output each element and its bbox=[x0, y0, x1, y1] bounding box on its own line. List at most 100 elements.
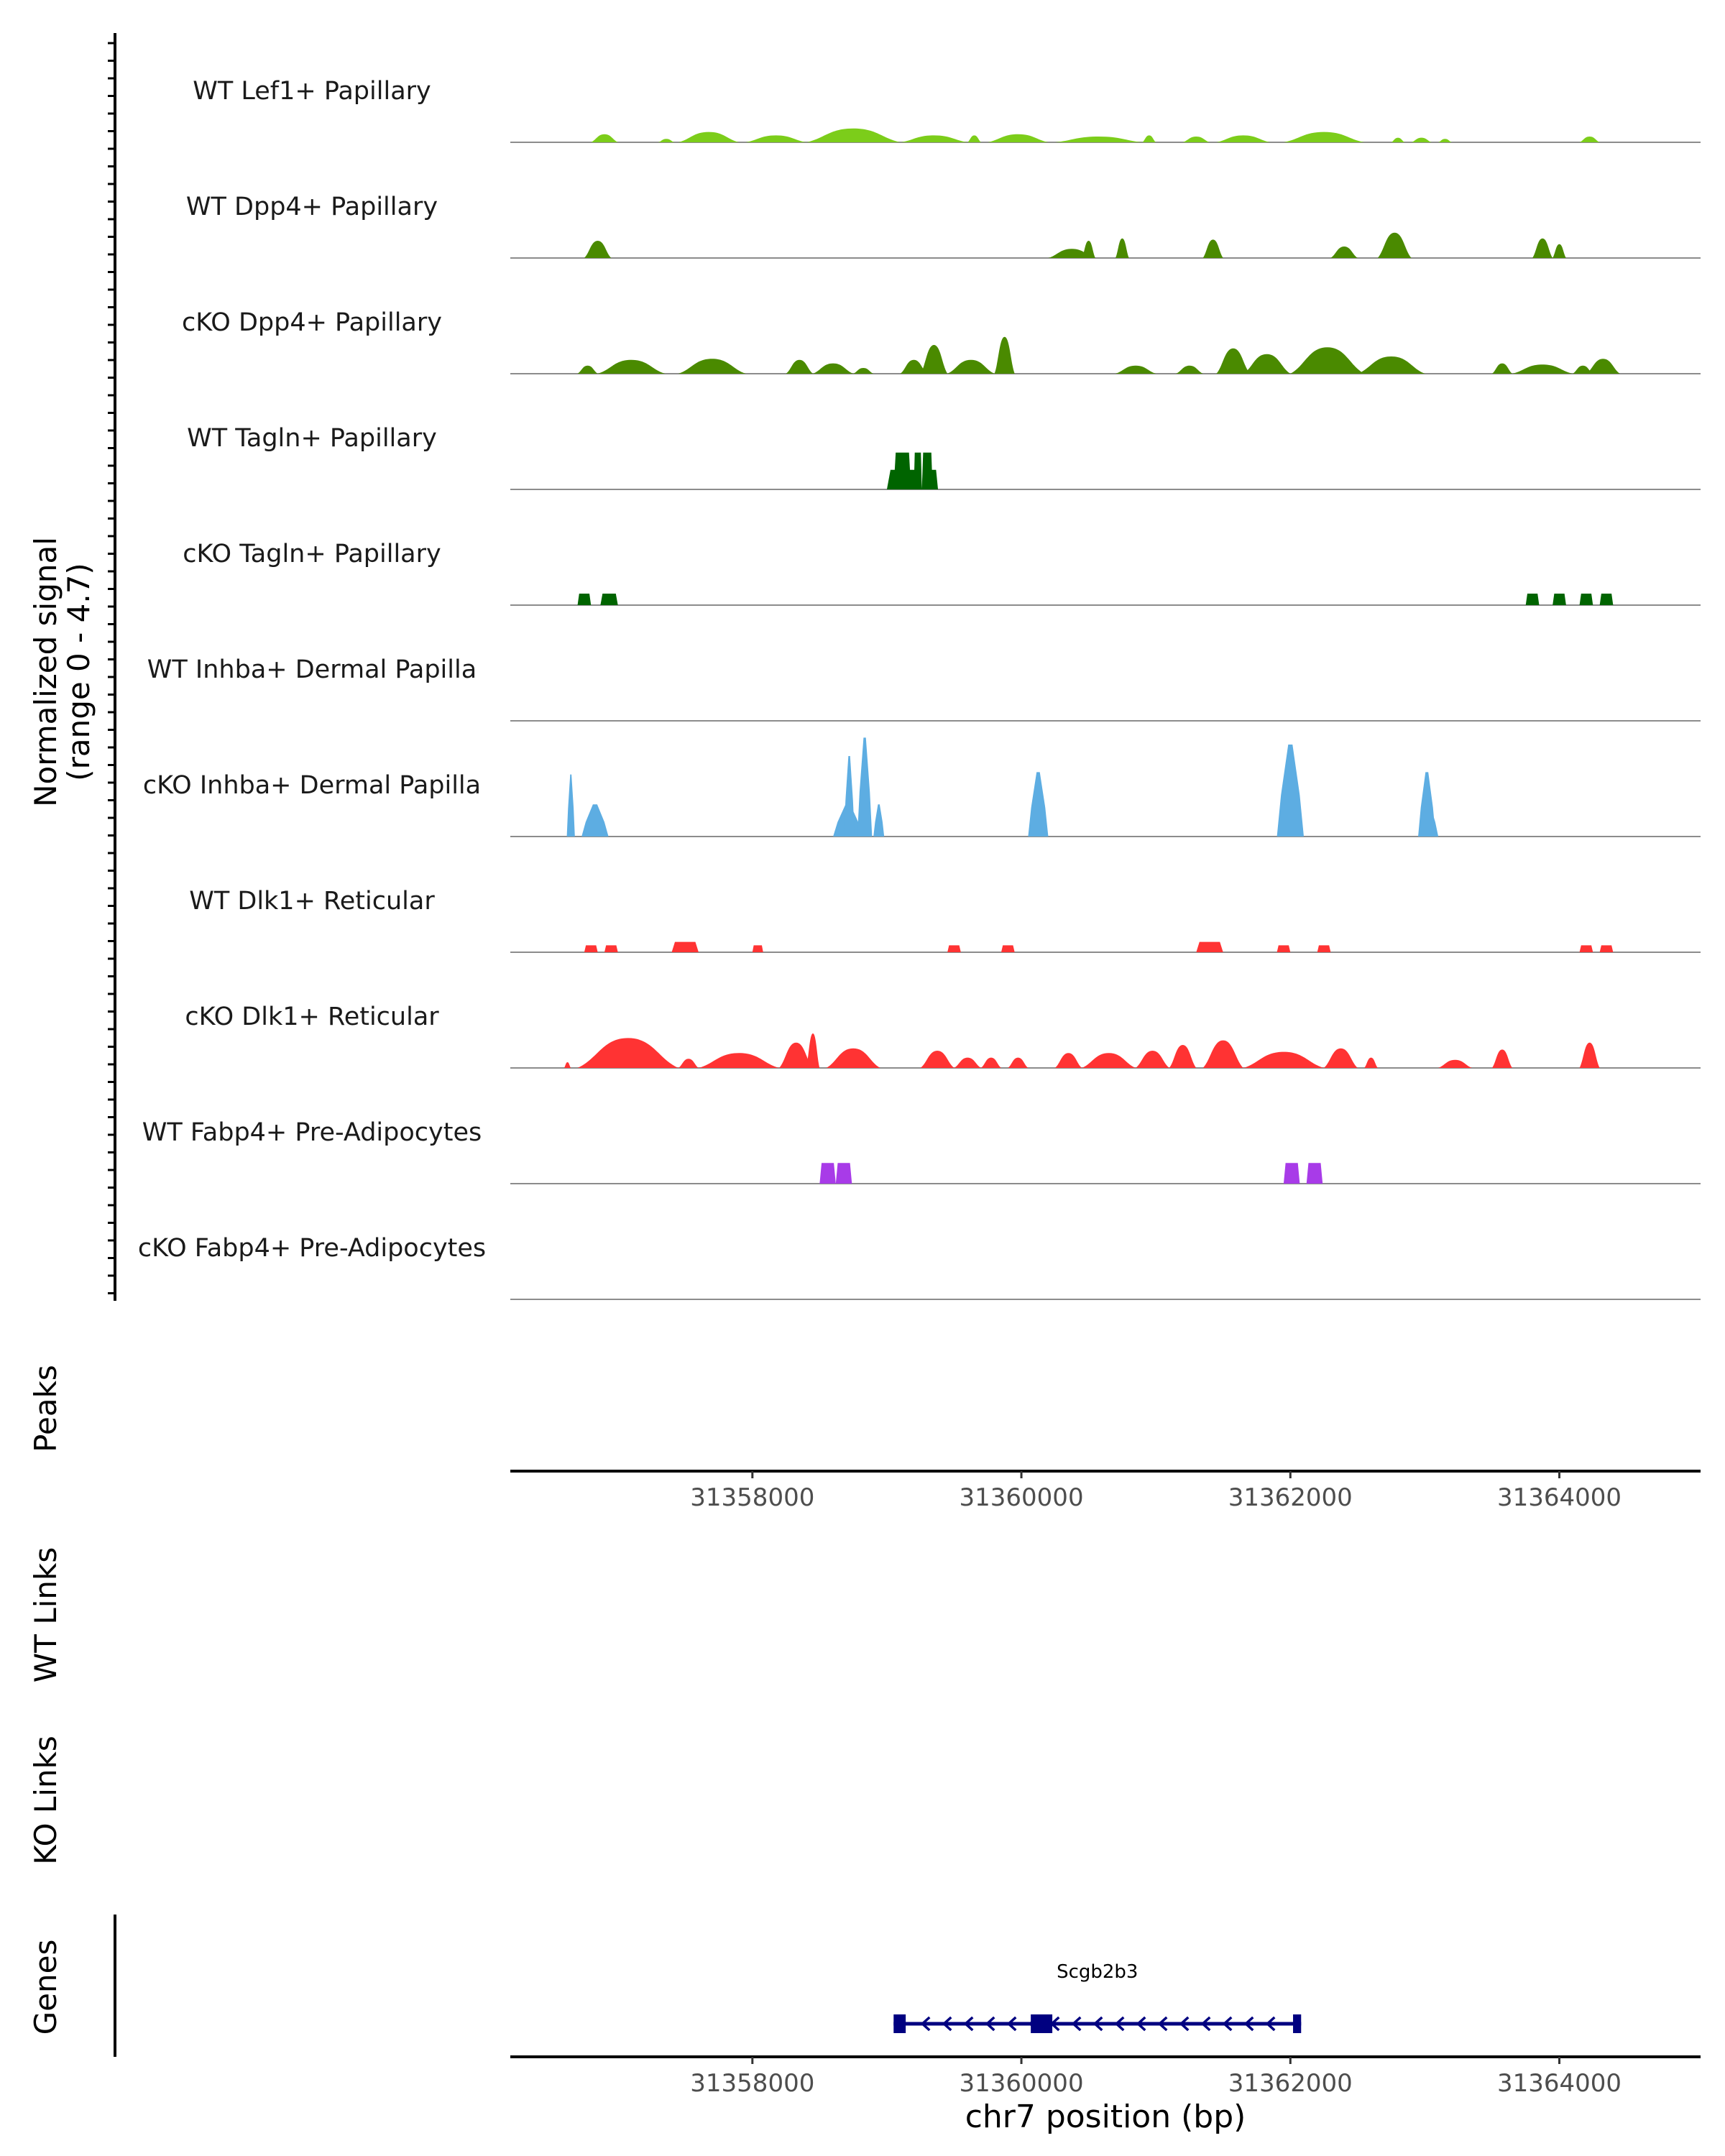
coverage-peak bbox=[1418, 804, 1439, 837]
strand-arrow bbox=[942, 2016, 952, 2032]
coverage-ylabel-line2: (range 0 - 4.7) bbox=[61, 563, 96, 781]
coverage-peak bbox=[786, 359, 814, 374]
coverage-peak bbox=[1202, 239, 1223, 258]
coverage-peak bbox=[1216, 348, 1251, 374]
coverage-track: cKO Fabp4+ Pre-Adipocytes bbox=[138, 1234, 1701, 1300]
coverage-peak bbox=[819, 1163, 836, 1184]
coverage-peak bbox=[1276, 745, 1304, 837]
coverage-peak bbox=[1290, 347, 1365, 374]
coverage-track: cKO Dpp4+ Papillary bbox=[182, 308, 1701, 374]
coverage-tracks: WT Lef1+ Papillary WT Dpp4+ Papillary cKO … bbox=[138, 77, 1701, 1300]
coverage-peak bbox=[1512, 364, 1573, 374]
coverage-peak bbox=[921, 469, 939, 489]
coverage-peak bbox=[813, 363, 854, 374]
coverage-peak bbox=[947, 945, 961, 952]
coverage-peak bbox=[1532, 238, 1553, 258]
coverage-peak bbox=[1008, 1057, 1029, 1068]
strand-arrow bbox=[1114, 2016, 1125, 2032]
coverage-peak bbox=[1283, 132, 1365, 142]
coverage-peak bbox=[1491, 363, 1513, 374]
coverage-peak bbox=[1438, 1059, 1472, 1068]
gene-label: Scgb2b3 bbox=[1057, 1961, 1138, 1983]
strand-arrow bbox=[1136, 2016, 1146, 2032]
coverage-peak bbox=[1306, 1163, 1323, 1184]
gene-exon bbox=[1293, 2014, 1302, 2033]
track-label: WT Fabp4+ Pre-Adipocytes bbox=[142, 1118, 482, 1147]
coverage-peak bbox=[1276, 945, 1291, 952]
coverage-peak bbox=[1243, 1051, 1325, 1068]
coverage-peak bbox=[1579, 1042, 1600, 1068]
coverage-track: WT Tagln+ Papillary bbox=[187, 424, 1701, 490]
coverage-peak bbox=[1082, 1053, 1136, 1068]
coverage-peak bbox=[844, 756, 855, 837]
x-axis-tick-label: 31364000 bbox=[1497, 2069, 1622, 2098]
ko-links-panel-label: KO Links bbox=[28, 1736, 63, 1865]
track-label: cKO Inhba+ Dermal Papilla bbox=[143, 771, 481, 800]
coverage-peak bbox=[1182, 137, 1210, 142]
coverage-peak bbox=[581, 804, 609, 837]
strand-arrow bbox=[920, 2016, 931, 2032]
coverage-peak bbox=[1028, 772, 1049, 837]
coverage-peak bbox=[853, 368, 874, 374]
coverage-peak bbox=[900, 359, 928, 374]
strand-arrow bbox=[1243, 2016, 1254, 2032]
x-axis-tick-label: 31360000 bbox=[960, 1483, 1084, 1512]
track-label: WT Inhba+ Dermal Papilla bbox=[147, 655, 477, 684]
coverage-peak bbox=[1142, 135, 1156, 142]
coverage-peak bbox=[600, 594, 618, 605]
coverage-peak bbox=[1202, 1040, 1243, 1068]
coverage-peak bbox=[698, 1053, 780, 1068]
coverage-peak bbox=[873, 804, 885, 837]
coverage-peak bbox=[1573, 365, 1593, 374]
coverage-track: cKO Inhba+ Dermal Papilla bbox=[143, 737, 1701, 837]
coverage-ylabel-line1: Normalized signal bbox=[28, 537, 63, 807]
genes-panel-label: Genes bbox=[28, 1940, 63, 2035]
coverage-peak bbox=[604, 945, 618, 952]
coverage-peak bbox=[1116, 238, 1129, 258]
coverage-peak bbox=[967, 135, 981, 142]
coverage-peak bbox=[566, 774, 575, 837]
coverage-track: WT Fabp4+ Pre-Adipocytes bbox=[142, 1118, 1701, 1184]
coverage-peak bbox=[1586, 359, 1620, 374]
strand-arrow bbox=[1006, 2016, 1017, 2032]
strand-arrow bbox=[985, 2016, 995, 2032]
coverage-peak bbox=[954, 1057, 981, 1068]
gene-annotation bbox=[893, 2014, 1302, 2033]
coverage-axis bbox=[108, 33, 116, 1301]
coverage-peak bbox=[893, 452, 911, 489]
coverage-peak bbox=[947, 359, 995, 374]
coverage-peak bbox=[1283, 1163, 1300, 1184]
gene-exon bbox=[893, 2014, 906, 2033]
coverage-peak bbox=[564, 1062, 571, 1068]
x-axis-title: chr7 position (bp) bbox=[965, 2099, 1246, 2135]
coverage-peak bbox=[900, 135, 968, 142]
coverage-peak bbox=[1054, 1053, 1082, 1068]
coverage-peak bbox=[1377, 232, 1412, 258]
coverage-peak bbox=[577, 1038, 678, 1068]
coverage-track: WT Lef1+ Papillary bbox=[193, 77, 1701, 143]
coverage-peak bbox=[1391, 137, 1405, 142]
coverage-peak bbox=[1324, 1048, 1358, 1068]
genes-x-axis-ticks: 31358000 31360000 31362000 31364000 bbox=[690, 2057, 1622, 2098]
coverage-peak bbox=[914, 452, 922, 489]
strand-arrow bbox=[1092, 2016, 1103, 2032]
coverage-peak bbox=[1438, 139, 1452, 142]
coverage-peak bbox=[745, 135, 806, 142]
coverage-peak bbox=[806, 128, 901, 142]
coverage-peak bbox=[857, 737, 873, 837]
coverage-peak bbox=[1196, 941, 1223, 952]
coverage-peak bbox=[678, 1059, 699, 1068]
wt-links-panel-label: WT Links bbox=[28, 1547, 63, 1682]
coverage-peak bbox=[577, 594, 592, 605]
track-label: WT Dpp4+ Papillary bbox=[186, 193, 438, 221]
strand-arrow bbox=[1222, 2016, 1233, 2032]
coverage-peak bbox=[1552, 594, 1566, 605]
coverage-peak bbox=[779, 1042, 814, 1068]
coverage-peak bbox=[1525, 594, 1540, 605]
coverage-peak bbox=[658, 139, 675, 142]
coverage-peak bbox=[1243, 354, 1291, 374]
coverage-peak bbox=[591, 134, 618, 142]
strand-arrow bbox=[1157, 2016, 1168, 2032]
coverage-peak bbox=[1176, 365, 1203, 374]
